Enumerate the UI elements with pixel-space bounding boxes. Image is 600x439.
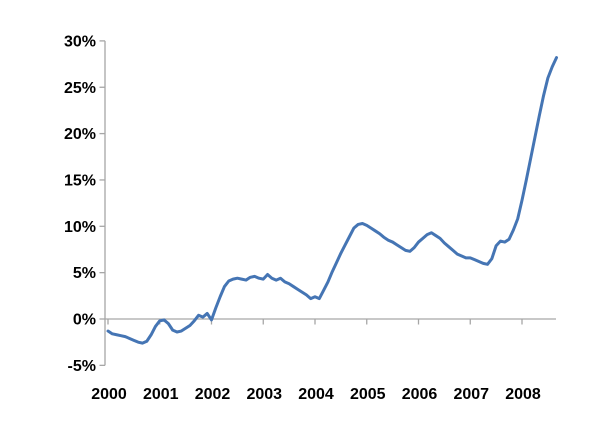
y-axis-tick-label: 30% [64,33,96,50]
y-axis-tick-label: 5% [73,265,96,282]
x-axis-tick-label: 2008 [505,386,541,403]
y-axis-tick-label: 25% [64,80,96,97]
y-axis-tick-label: 15% [64,172,96,189]
y-axis-tick-label: -5% [68,358,96,375]
x-axis-tick-label: 2004 [298,386,334,403]
y-axis-tick-label: 0% [73,312,96,329]
x-axis-tick-label: 2005 [350,386,386,403]
y-axis-tick-label: 20% [64,126,96,143]
x-axis-tick-label: 2001 [143,386,179,403]
x-axis-tick-label: 2007 [453,386,489,403]
data-series-line [106,56,558,345]
x-axis-tick-label: 2002 [195,386,231,403]
x-axis-tick-label: 2006 [402,386,438,403]
x-axis-tick-label: 2003 [246,386,282,403]
x-axis-tick-label: 2000 [91,386,127,403]
y-axis-tick-label: 10% [64,219,96,236]
